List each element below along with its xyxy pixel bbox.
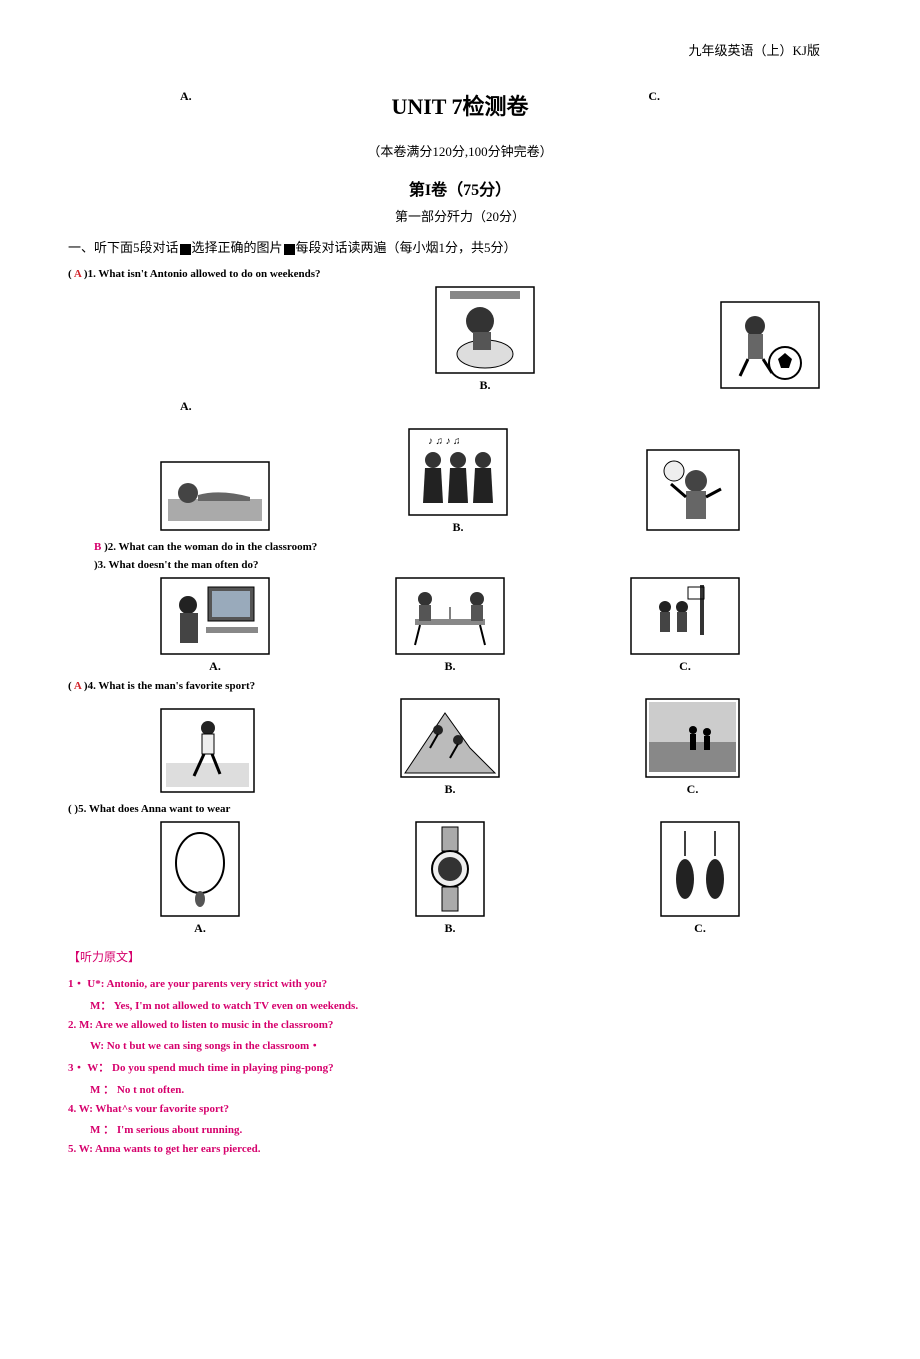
q5-label-a: A.	[160, 921, 240, 936]
question-2: B )2. What can the woman do in the class…	[94, 541, 860, 553]
title-side-a: A.	[180, 89, 192, 104]
q1-label-a: A.	[180, 399, 860, 414]
q3-label-c: C.	[630, 659, 740, 674]
question-4: ( A )4. What is the man's favorite sport…	[68, 680, 860, 692]
pingpong-icon	[395, 577, 505, 655]
q5-prefix: ( )5. What does Anna want	[68, 803, 193, 815]
basketball-icon	[630, 577, 740, 655]
q2-image-row: ♪ ♫ ♪ ♫ B.	[60, 428, 860, 535]
section-instruction: 一、听下面5段对话选择正确的图片每段对话读两遍（每小烟1分，共5分）	[68, 237, 860, 256]
instruction-mid: 选择正确的图片	[192, 240, 283, 255]
q1-option-c	[720, 301, 820, 393]
q4-image-row: B. C.	[60, 698, 860, 797]
climbing-icon	[400, 698, 500, 778]
q4-option-c: C.	[645, 698, 740, 797]
q1-option-b: B.	[435, 286, 535, 393]
page-title: UNIT 7检测卷	[391, 89, 528, 121]
header-edition: 九年级英语（上）KJ版	[60, 40, 860, 59]
sleep-icon	[160, 461, 270, 531]
computer-icon	[160, 577, 270, 655]
q4-option-a	[160, 708, 255, 797]
listening-4b: M ： I'm serious about running.	[90, 1121, 860, 1137]
q5-image-row: A. B. C.	[60, 821, 860, 936]
q1-image-row: B.	[60, 286, 860, 393]
q3-text: )3. What doesn't the man often do?	[94, 559, 259, 571]
earrings-icon	[660, 821, 740, 917]
q5-option-b: B.	[415, 821, 485, 936]
listening-3a: 3・ W： Do you spend much time in playing …	[68, 1059, 860, 1075]
q2-option-c	[646, 449, 740, 535]
singing-icon: ♪ ♫ ♪ ♫	[408, 428, 508, 516]
soccer-icon	[720, 301, 820, 389]
q4-option-b: B.	[400, 698, 500, 797]
q2-option-b: ♪ ♫ ♪ ♫ B.	[408, 428, 508, 535]
q3-label-a: A.	[160, 659, 270, 674]
svg-text:♪ ♫ ♪ ♫: ♪ ♫ ♪ ♫	[428, 436, 461, 447]
necklace-icon	[160, 821, 240, 917]
listening-header: 【听力原文】	[68, 948, 860, 965]
running-icon	[160, 708, 255, 793]
beach-icon	[645, 698, 740, 778]
exam-subtitle: （本卷满分120分,100分钟完卷）	[60, 141, 860, 160]
q5-label-b: B.	[415, 921, 485, 936]
q5-suffix: to wear	[193, 803, 231, 815]
title-side-c: C.	[648, 89, 660, 104]
part-title: 第一部分歼力（20分）	[60, 206, 860, 225]
q4-text: )4. What is the man's favorite sport?	[81, 680, 255, 692]
title-row: A. UNIT 7检测卷 C.	[60, 89, 860, 121]
listening-1a: 1・ U*: Antonio, are your parents very st…	[68, 975, 860, 991]
listening-5a: 5. W: Anna wants to get her ears pierced…	[68, 1143, 860, 1155]
q3-option-b: B.	[395, 577, 505, 674]
instruction-pre: 一、听下面5段对话	[68, 240, 179, 255]
q2-label-b: B.	[408, 520, 508, 535]
listening-4a: 4. W: What^s vour favorite sport?	[68, 1103, 860, 1115]
black-square-icon	[284, 244, 295, 255]
question-3: )3. What doesn't the man often do?	[94, 559, 860, 571]
listening-1b: M： Yes, I'm not allowed to watch TV even…	[90, 997, 860, 1013]
instruction-post: 每段对话读两遍（每小烟1分，共5分）	[296, 240, 517, 255]
question-5: ( )5. What does Anna want to wear	[68, 803, 860, 815]
volleyball-icon	[646, 449, 740, 531]
section-title: 第I卷（75分）	[60, 176, 860, 200]
listening-3b: M ： No t not often.	[90, 1081, 860, 1097]
q1-label-b: B.	[435, 378, 535, 393]
q5-option-c: C.	[660, 821, 740, 936]
q2-text: )2. What can the woman do in the classro…	[101, 541, 317, 553]
black-square-icon	[180, 244, 191, 255]
q3-option-c: C.	[630, 577, 740, 674]
q2-option-a	[160, 461, 270, 535]
q4-label-c: C.	[645, 782, 740, 797]
q3-label-b: B.	[395, 659, 505, 674]
watch-icon	[415, 821, 485, 917]
laundry-icon	[435, 286, 535, 374]
q5-label-c: C.	[660, 921, 740, 936]
q4-label-b: B.	[400, 782, 500, 797]
q3-option-a: A.	[160, 577, 270, 674]
q5-option-a: A.	[160, 821, 240, 936]
listening-2b: W: No t but we can sing songs in the cla…	[90, 1037, 860, 1053]
listening-2a: 2. M: Are we allowed to listen to music …	[68, 1019, 860, 1031]
question-1: ( A )1. What isn't Antonio allowed to do…	[68, 268, 860, 280]
q1-text: )1. What isn't Antonio allowed to do on …	[81, 268, 320, 280]
q3-image-row: A. B. C.	[60, 577, 860, 674]
